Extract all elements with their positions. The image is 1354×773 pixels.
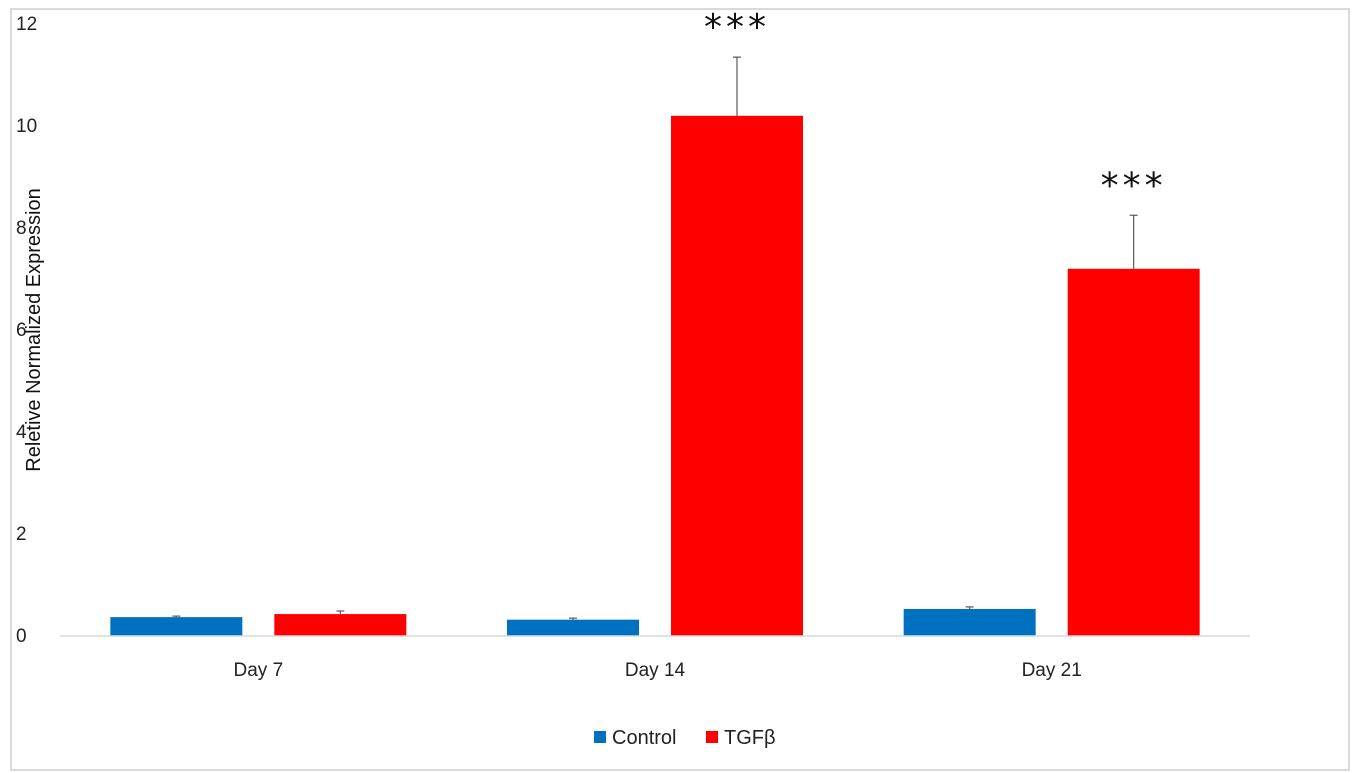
x-category-label: Day 7 [234,660,284,681]
bar-control-0 [110,617,243,636]
legend-label: Control [612,727,676,749]
y-axis-label: Reletive Normalized Expression [23,188,45,471]
bar-control-2 [903,608,1036,636]
y-tick-label: 8 [16,218,27,239]
bars [110,115,1200,637]
y-tick-label: 4 [16,422,27,443]
legend-label: TGFβ [724,727,776,749]
y-axis-ticks: 0 2 4 6 8 10 12 [16,14,37,647]
y-tick-label: 10 [16,116,37,137]
x-category-label: Day 14 [625,660,686,681]
bar-tgfβ-1 [671,115,803,637]
legend: Control TGFβ [594,727,776,749]
y-tick-label: 12 [16,14,37,35]
significance-marker: *** [1101,165,1167,206]
bar-tgfβ-2 [1067,268,1200,636]
error-bars [172,56,1138,620]
y-tick-label: 0 [16,626,27,647]
bar-control-1 [507,619,639,636]
bar-tgfβ-0 [274,614,407,636]
significance-marker: *** [704,7,770,48]
y-tick-label: 2 [16,524,27,545]
x-axis-categories: Day 7 Day 14 Day 21 [234,660,1082,681]
legend-swatch-tgfβ [706,731,718,743]
significance-markers: *** *** [704,7,1167,206]
legend-swatch-control [594,731,606,743]
x-category-label: Day 21 [1022,660,1082,681]
y-tick-label: 6 [16,320,27,341]
